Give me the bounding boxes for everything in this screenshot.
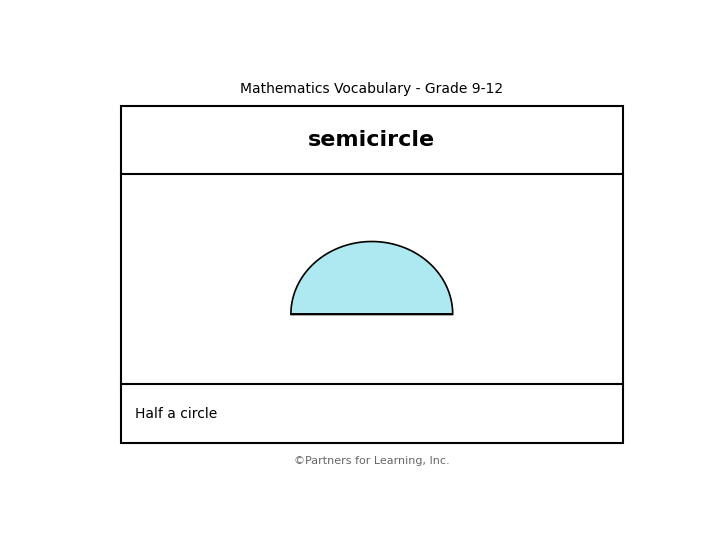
Text: Half a circle: Half a circle [135, 407, 217, 421]
Text: ©Partners for Learning, Inc.: ©Partners for Learning, Inc. [294, 456, 449, 465]
Polygon shape [291, 241, 453, 314]
Text: semicircle: semicircle [308, 130, 436, 150]
Text: Mathematics Vocabulary - Grade 9-12: Mathematics Vocabulary - Grade 9-12 [240, 82, 503, 96]
